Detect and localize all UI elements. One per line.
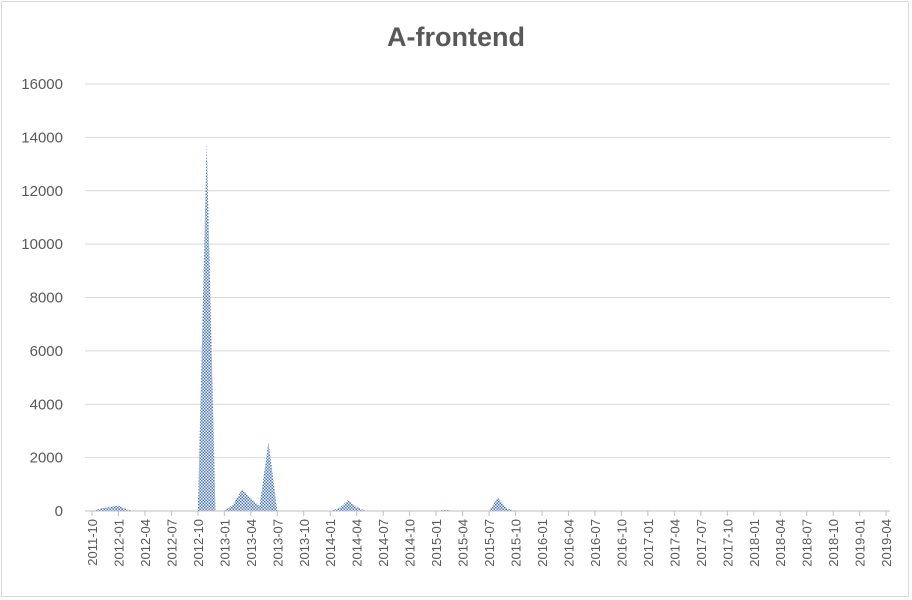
x-tick-label: 2018-04: [773, 519, 788, 567]
x-tick-label: 2013-01: [217, 519, 232, 567]
y-tick-label: 14000: [21, 129, 63, 146]
x-tick-label: 2014-07: [376, 519, 391, 567]
x-tick-label: 2015-10: [509, 519, 524, 567]
x-tick-label: 2019-04: [879, 519, 894, 567]
x-tick-label: 2015-04: [456, 519, 471, 567]
x-tick-label: 2017-07: [694, 519, 709, 567]
x-tick-label: 2017-04: [667, 519, 682, 567]
x-tick-label: 2017-01: [641, 519, 656, 567]
x-tick-label: 2014-04: [350, 519, 365, 567]
x-tick-label: 2015-07: [482, 519, 497, 567]
x-tick-label: 2014-01: [323, 519, 338, 567]
y-tick-label: 0: [55, 503, 63, 520]
x-tick-label: 2014-10: [403, 519, 418, 567]
x-tick-label: 2018-07: [800, 519, 815, 567]
x-tick-label: 2018-01: [747, 519, 762, 567]
y-tick-label: 2000: [30, 450, 63, 467]
chart-title: A-frontend: [387, 22, 525, 52]
y-tick-label: 12000: [21, 183, 63, 200]
x-tick-label: 2016-10: [614, 519, 629, 567]
x-tick-label: 2012-01: [111, 519, 126, 567]
x-tick-label: 2016-07: [588, 519, 603, 567]
x-tick-label: 2017-10: [720, 519, 735, 567]
x-tick-label: 2015-01: [429, 519, 444, 567]
y-tick-label: 10000: [21, 236, 63, 253]
series-area: [92, 142, 904, 511]
y-tick-label: 8000: [30, 290, 63, 307]
y-tick-label: 16000: [21, 76, 63, 93]
x-tick-label: 2019-01: [853, 519, 868, 567]
x-tick-label: 2011-10: [85, 519, 100, 566]
x-tick-label: 2016-04: [561, 519, 576, 567]
x-axis: 2011-10 2012-01 2012-04 2012-07 2012-10 2013-…: [85, 510, 894, 567]
area-fill: [92, 142, 904, 511]
x-tick-label: 2012-10: [191, 519, 206, 567]
x-tick-label: 2012-07: [164, 519, 179, 567]
x-tick-label: 2018-10: [826, 519, 841, 567]
y-tick-label: 6000: [30, 343, 63, 360]
x-tick-label: 2013-07: [270, 519, 285, 567]
y-axis: 0 2000 4000 6000 8000 10000 12000 14000 16000: [21, 76, 63, 520]
gridlines: [85, 83, 890, 459]
x-tick-label: 2016-01: [535, 519, 550, 567]
x-tick-label: 2013-10: [297, 519, 312, 567]
x-tick-label: 2012-04: [138, 519, 153, 567]
y-tick-label: 4000: [30, 396, 63, 413]
x-tick-label: 2013-04: [244, 519, 259, 567]
